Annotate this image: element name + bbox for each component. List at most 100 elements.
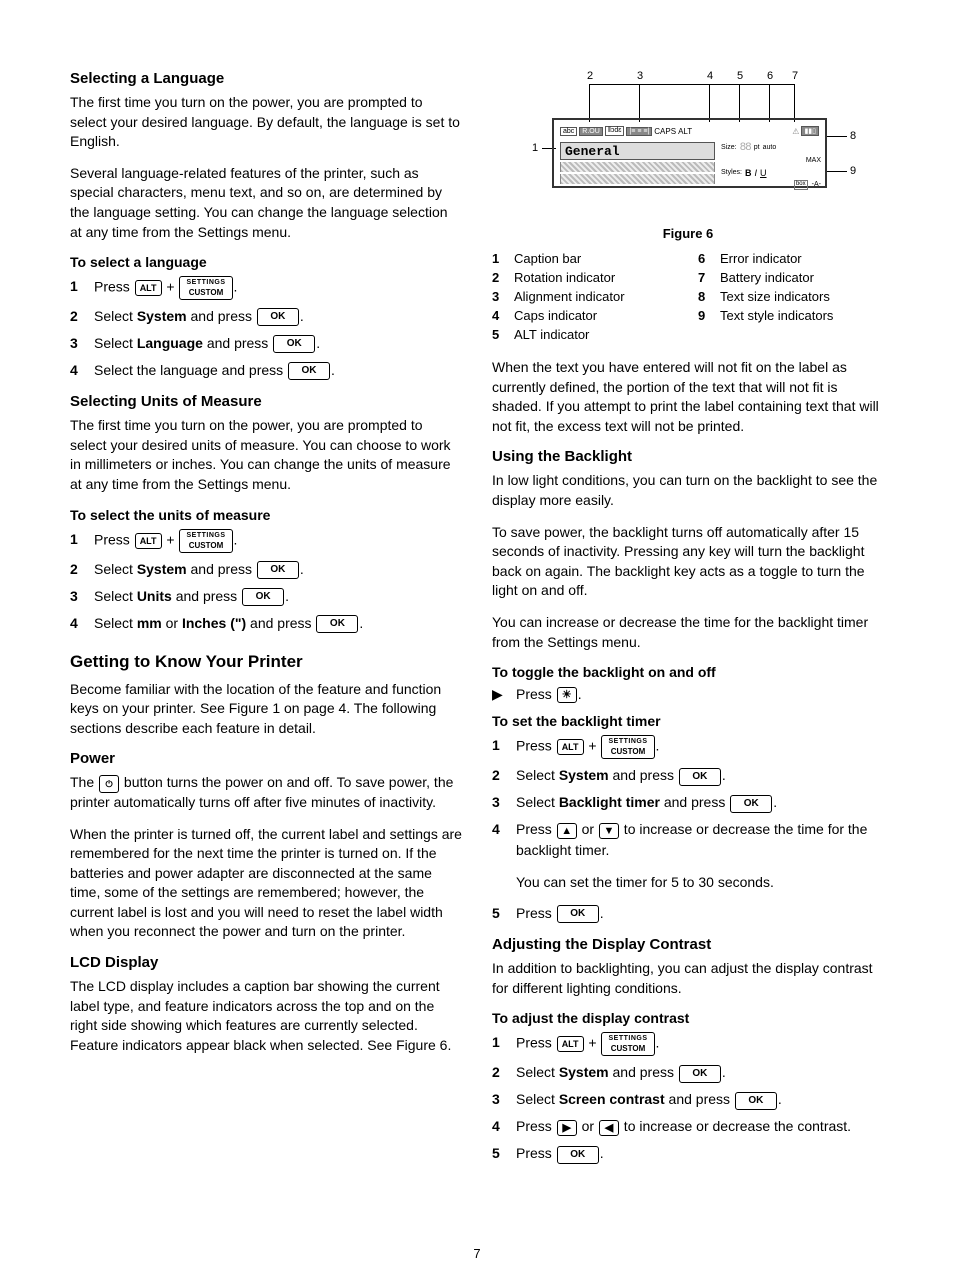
- legend-item: Rotation indicator: [514, 270, 678, 285]
- step-text: Select: [94, 588, 137, 604]
- step-text: .: [722, 767, 726, 783]
- paragraph: You can increase or decrease the time fo…: [492, 613, 884, 652]
- step-bold: Backlight timer: [559, 794, 660, 810]
- ok-key-icon: OK: [257, 308, 299, 326]
- step-bold: mm: [137, 615, 162, 631]
- right-column: 2 3 4 5 6 7 1 8 9: [492, 70, 884, 1176]
- settings-key-icon: SETTINGSCUSTOM: [179, 276, 232, 300]
- figure-6: 2 3 4 5 6 7 1 8 9: [492, 70, 884, 241]
- legend-item: Caption bar: [514, 251, 678, 266]
- step-text: Press: [94, 279, 134, 295]
- alt-key-icon: ALT: [557, 1036, 584, 1052]
- ok-key-icon: OK: [242, 588, 284, 606]
- step-bold: Units: [137, 588, 172, 604]
- page-number: 7: [0, 1246, 954, 1261]
- step-text: Select: [516, 794, 559, 810]
- down-arrow-key-icon: ▼: [599, 823, 619, 839]
- paragraph: To save power, the backlight turns off a…: [492, 523, 884, 601]
- step-text: .: [316, 335, 320, 351]
- step-text: and press: [665, 1091, 734, 1107]
- paragraph: The LCD display includes a caption bar s…: [70, 977, 462, 1055]
- step-bold: System: [559, 1064, 609, 1080]
- lcd-right-panel: Size: 88 pt auto MAX Styles: B I U box -…: [721, 142, 821, 192]
- step-text: .: [300, 308, 304, 324]
- step-text: or: [162, 615, 182, 631]
- step-text: Press: [516, 821, 556, 837]
- settings-key-icon: SETTINGSCUSTOM: [601, 735, 654, 759]
- figure-caption: Figure 6: [492, 226, 884, 241]
- heading-power: Power: [70, 750, 462, 767]
- step-text: Select: [94, 335, 137, 351]
- text: The: [70, 774, 98, 790]
- step-text: .: [578, 686, 582, 702]
- step-text: Select: [94, 615, 137, 631]
- step-text: .: [656, 1035, 660, 1051]
- left-column: Selecting a Language The first time you …: [70, 70, 462, 1176]
- step-text: and press: [172, 588, 241, 604]
- legend-item: Caps indicator: [514, 308, 678, 323]
- alt-key-icon: ALT: [135, 280, 162, 296]
- alt-key-icon: ALT: [135, 533, 162, 549]
- legend-item: ALT indicator: [514, 327, 678, 342]
- step-bold: Language: [137, 335, 203, 351]
- step-text: .: [600, 905, 604, 921]
- lcd-rotation-icon: R.OU: [579, 127, 603, 136]
- step-text: .: [722, 1064, 726, 1080]
- step-text: or: [578, 1118, 598, 1134]
- step-text: .: [234, 279, 238, 295]
- lcd-screen: abc R.OU ⦀ɔdɛ |≡ ≡ ≡| CAPS ALT ⚠ ▮▮▯ Gen…: [552, 118, 827, 188]
- steps-list: 1 Press ALT + SETTINGSCUSTOM. 2 Select S…: [70, 276, 462, 381]
- page: Selecting a Language The first time you …: [0, 0, 954, 1216]
- callout-7: 7: [792, 70, 798, 82]
- lcd-caption-bar: General: [560, 142, 715, 160]
- ok-key-icon: OK: [288, 362, 330, 380]
- ok-key-icon: OK: [316, 615, 358, 633]
- step-text: Press: [516, 1145, 556, 1161]
- heading-selecting-language: Selecting a Language: [70, 70, 462, 87]
- ok-key-icon: OK: [557, 905, 599, 923]
- step-bold: System: [559, 767, 609, 783]
- callout-6: 6: [767, 70, 773, 82]
- step-note: You can set the timer for 5 to 30 second…: [516, 873, 884, 893]
- legend-item: Error indicator: [720, 251, 884, 266]
- step-text: Press: [516, 905, 556, 921]
- lcd-code-icon: ⦀ɔdɛ: [605, 126, 625, 136]
- legend-item: Alignment indicator: [514, 289, 678, 304]
- step-text: and press: [660, 794, 729, 810]
- step-text: .: [656, 738, 660, 754]
- procedure-title: To adjust the display contrast: [492, 1010, 884, 1026]
- step-text: Select the language and press: [94, 362, 287, 378]
- step-text: .: [331, 362, 335, 378]
- step-text: +: [585, 1035, 601, 1051]
- paragraph: Several language-related features of the…: [70, 164, 462, 242]
- settings-key-icon: SETTINGSCUSTOM: [601, 1032, 654, 1056]
- steps-list: 1 Press ALT + SETTINGSCUSTOM. 2 Select S…: [70, 529, 462, 634]
- step-bold: System: [137, 308, 187, 324]
- settings-key-icon: SETTINGSCUSTOM: [179, 529, 232, 553]
- ok-key-icon: OK: [679, 768, 721, 786]
- step-text: .: [600, 1145, 604, 1161]
- legend-item: Battery indicator: [720, 270, 884, 285]
- callout-8: 8: [850, 130, 856, 142]
- paragraph: The ⏻ button turns the power on and off.…: [70, 773, 462, 812]
- step-text: and press: [609, 767, 678, 783]
- step-text: and press: [187, 308, 256, 324]
- step-text: +: [163, 279, 179, 295]
- lcd-warning-icon: ⚠: [792, 127, 799, 136]
- figure-legend: 1Caption bar 2Rotation indicator 3Alignm…: [492, 251, 884, 346]
- heading-lcd-display: LCD Display: [70, 954, 462, 971]
- up-arrow-key-icon: ▲: [557, 823, 577, 839]
- step-text: and press: [246, 615, 315, 631]
- step-text: .: [773, 794, 777, 810]
- ok-key-icon: OK: [557, 1146, 599, 1164]
- lcd-abc-icon: abc: [560, 127, 577, 136]
- heading-using-backlight: Using the Backlight: [492, 448, 884, 465]
- callout-4: 4: [707, 70, 713, 82]
- paragraph: Become familiar with the location of the…: [70, 680, 462, 739]
- step-text: .: [359, 615, 363, 631]
- lcd-caps-icon: CAPS: [654, 127, 676, 136]
- backlight-key-icon: ☀: [557, 687, 577, 703]
- heading-adjusting-contrast: Adjusting the Display Contrast: [492, 936, 884, 953]
- power-key-icon: ⏻: [99, 775, 119, 793]
- text: button turns the power on and off. To sa…: [70, 774, 453, 810]
